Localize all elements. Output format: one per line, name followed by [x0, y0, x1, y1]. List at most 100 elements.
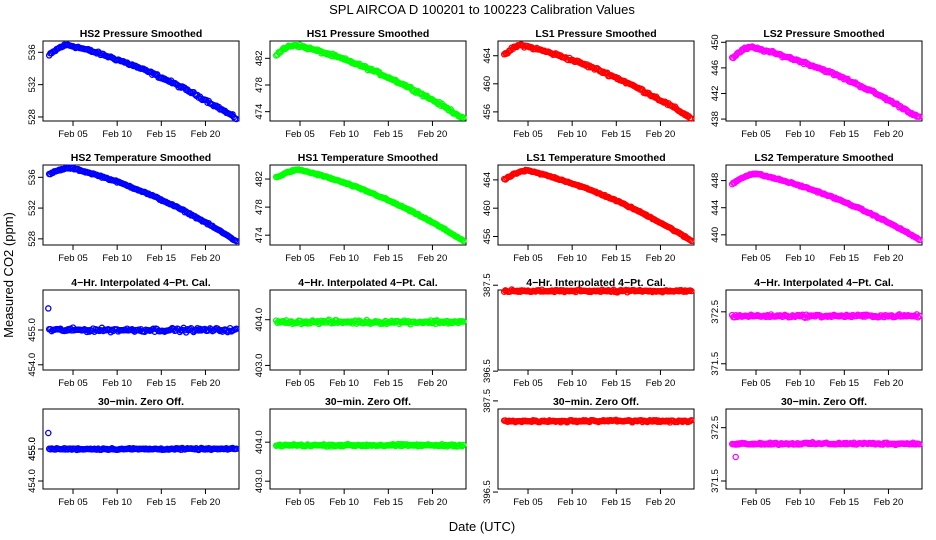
x-tick-label: Feb 20 [191, 497, 221, 508]
y-tick-label: 474 [254, 104, 265, 120]
y-tick-label: 528 [27, 231, 38, 247]
y-tick-label: 455.0 [27, 437, 38, 461]
plot-frame [269, 408, 467, 490]
data-point [151, 70, 158, 78]
x-tick-label: Feb 15 [602, 378, 632, 389]
x-tick-label: Feb 05 [741, 378, 771, 389]
x-tick-label: Feb 05 [285, 497, 315, 508]
x-tick-label: Feb 20 [874, 129, 904, 140]
panel-14: 30−min. Zero Off. Feb 05 Feb 10 Feb 15 Feb 2… [254, 396, 467, 508]
x-tick-label: Feb 15 [830, 378, 860, 389]
x-tick-label: Feb 10 [557, 378, 587, 389]
outlier-point [45, 429, 52, 437]
data-point [916, 113, 923, 120]
data-point [916, 312, 923, 320]
y-tick-label: 456 [482, 104, 493, 120]
x-tick-label: Feb 15 [374, 129, 404, 140]
data-points [500, 416, 695, 426]
x-tick-label: Feb 10 [785, 378, 815, 389]
y-tick-label: 464 [482, 48, 493, 64]
x-tick-label: Feb 20 [191, 378, 221, 389]
plot-frame [269, 40, 467, 122]
data-point [659, 98, 666, 105]
panel-title: LS1 Temperature Smoothed [526, 152, 665, 164]
data-points [45, 429, 240, 454]
data-points [272, 440, 467, 450]
data-point [813, 187, 820, 195]
panels-grid: HS2 Pressure Smoothed Feb 05 Feb 10 Feb 15 F… [27, 28, 923, 508]
x-tick-label: Feb 05 [513, 497, 543, 508]
x-tick-label: Feb 20 [191, 253, 221, 264]
x-tick-label: Feb 15 [374, 253, 404, 264]
data-points [728, 439, 923, 461]
data-point [688, 287, 695, 295]
data-point [313, 47, 320, 54]
data-point [358, 62, 365, 70]
y-tick-label: 396.5 [482, 359, 493, 383]
y-tick-label: 440 [710, 227, 721, 243]
plot-frame [725, 289, 923, 371]
x-tick-label: Feb 15 [147, 129, 177, 140]
panel-3: LS1 Pressure Smoothed Feb 05 Feb 10 Feb 15 F… [482, 28, 695, 140]
data-points [728, 43, 923, 120]
x-tick-label: Feb 15 [602, 129, 632, 140]
x-tick-label: Feb 15 [602, 497, 632, 508]
x-axis-title: Date (UTC) [449, 519, 515, 534]
x-tick-label: Feb 10 [557, 253, 587, 264]
x-tick-label: Feb 15 [830, 253, 860, 264]
plot-frame [42, 164, 240, 246]
data-point [688, 417, 695, 424]
data-point [458, 236, 466, 243]
y-tick-label: 460 [482, 200, 493, 216]
data-points [500, 286, 695, 296]
x-tick-label: Feb 15 [830, 497, 860, 508]
y-tick-label: 442 [710, 86, 721, 102]
plot-frame [42, 40, 240, 122]
x-tick-label: Feb 05 [741, 497, 771, 508]
y-tick-label: 536 [27, 169, 38, 185]
data-points [728, 170, 923, 244]
y-tick-label: 455.0 [27, 318, 38, 342]
panel-title: LS2 Temperature Smoothed [754, 152, 893, 164]
x-tick-label: Feb 10 [557, 497, 587, 508]
data-points [500, 41, 695, 122]
x-tick-label: Feb 20 [646, 378, 676, 389]
panel-6: HS1 Temperature Smoothed Feb 05 Feb 10 Feb … [254, 152, 467, 264]
y-axis-title: Measured CO2 (ppm) [1, 212, 16, 338]
y-tick-label: 372.5 [710, 300, 721, 324]
data-point [688, 237, 695, 245]
data-point [456, 113, 463, 120]
data-point [688, 115, 695, 122]
x-tick-label: Feb 20 [646, 253, 676, 264]
x-tick-label: Feb 05 [285, 378, 315, 389]
x-tick-label: Feb 20 [646, 497, 676, 508]
data-point [233, 325, 240, 333]
data-point [458, 442, 466, 450]
data-point [460, 237, 467, 245]
x-tick-label: Feb 10 [557, 129, 587, 140]
y-tick-label: 446 [710, 60, 721, 76]
panel-title: 30−min. Zero Off. [553, 396, 639, 408]
y-tick-label: 455.0 [27, 437, 38, 461]
y-tick-label: 448 [710, 173, 721, 189]
y-tick-label: 478 [254, 199, 265, 215]
panel-title: 30−min. Zero Off. [781, 396, 867, 408]
x-tick-label: Feb 20 [874, 253, 904, 264]
plot-frame [497, 164, 695, 246]
y-tick-label: 454.0 [27, 353, 38, 377]
panel-5: HS2 Temperature Smoothed Feb 05 Feb 10 Feb … [27, 152, 240, 264]
x-tick-label: Feb 10 [329, 129, 359, 140]
y-tick-label: 396.5 [482, 480, 493, 504]
plot-frame [725, 164, 923, 246]
plot-frame [497, 408, 695, 490]
y-tick-label: 478 [254, 77, 265, 93]
y-tick-label: 404.0 [254, 430, 265, 454]
x-tick-label: Feb 05 [741, 253, 771, 264]
data-points [272, 166, 467, 245]
y-tick-label: 528 [27, 109, 38, 125]
panel-10: 4−Hr. Interpolated 4−Pt. Cal. Feb 05 Feb 1… [254, 277, 467, 389]
panel-11: 4−Hr. Interpolated 4−Pt. Cal. Feb 05 Feb 1… [482, 273, 695, 389]
x-tick-label: Feb 05 [58, 129, 88, 140]
data-points [45, 305, 240, 336]
